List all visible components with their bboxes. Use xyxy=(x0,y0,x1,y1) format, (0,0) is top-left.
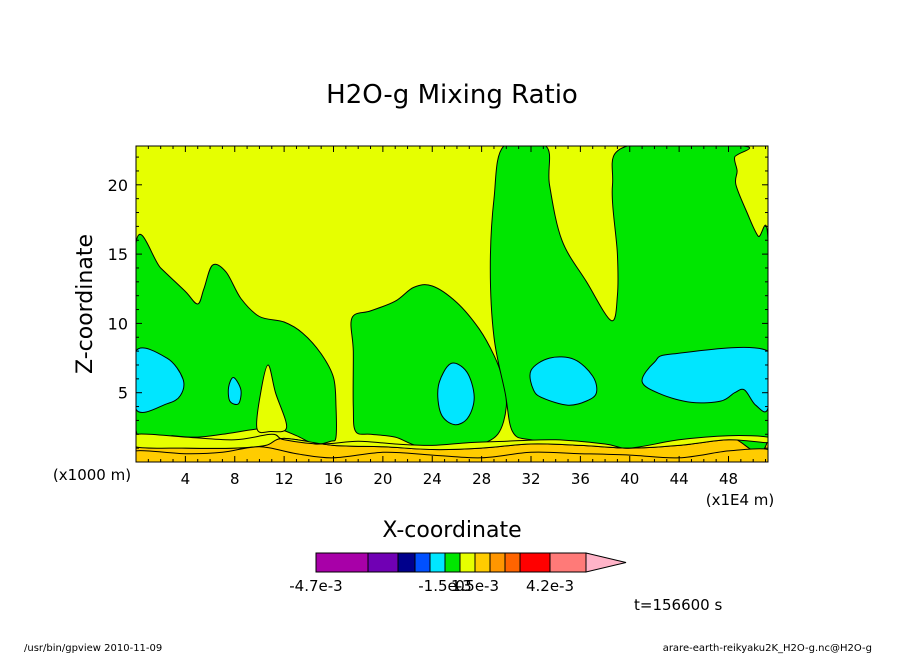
contour-region-small-blob xyxy=(227,377,242,406)
x-tick-label: 12 xyxy=(275,470,294,488)
x-axis: 4 8 12 16 20 24 28 32 36 40 44 48 xyxy=(147,146,767,488)
x-tick-label: 44 xyxy=(670,470,689,488)
colorbar: -4.7e-3 -1.5e-301.5e-3 4.2e-3 xyxy=(289,552,627,595)
colorbar-extend-arrow xyxy=(585,552,627,573)
y-tick-label: 10 xyxy=(108,314,128,333)
y-tick-label: 15 xyxy=(108,245,128,264)
contour-region-left-band xyxy=(136,233,337,447)
colorbar-label: -4.7e-3 xyxy=(289,577,342,595)
colorbar-swatch xyxy=(504,552,521,573)
x-tick-label: 24 xyxy=(423,470,442,488)
x-tick-label: 48 xyxy=(719,470,738,488)
colorbar-swatch xyxy=(315,552,369,573)
colorbar-swatch xyxy=(367,552,399,573)
y-tick-label: 5 xyxy=(118,384,128,403)
colorbar-swatch xyxy=(549,552,587,573)
colorbar-label: -1.5e-3 xyxy=(418,577,471,595)
colorbar-swatch xyxy=(489,552,506,573)
chart-title: H2O-g Mixing Ratio xyxy=(326,80,578,110)
colorbar-swatch xyxy=(397,552,416,573)
contour-region-bottom-band xyxy=(136,446,768,462)
x-tick-label: 32 xyxy=(521,470,540,488)
x-tick-label: 28 xyxy=(472,470,491,488)
colorbar-label: 1.5e-3 xyxy=(451,577,499,595)
contour-region-inner-gap xyxy=(256,364,288,434)
plot-frame xyxy=(135,145,769,463)
x-tick-label: 8 xyxy=(230,470,240,488)
x-unit-left: (x1000 m) xyxy=(53,466,131,484)
x-axis-label: X-coordinate xyxy=(382,518,521,543)
contour-region-left-blob xyxy=(136,347,185,413)
colorbar-swatch xyxy=(519,552,551,573)
footer-right: arare-earth-reikyaku2K_H2O-g.nc@H2O-g xyxy=(663,643,872,654)
colorbar-swatch xyxy=(444,552,461,573)
contour-region-right-center-blob xyxy=(529,356,598,406)
contour-region-right-blob xyxy=(641,346,768,413)
colorbar-swatch xyxy=(429,552,446,573)
colorbar-label: 0 xyxy=(455,577,465,595)
y-axis-label: Z-coordinate xyxy=(73,234,98,374)
colorbar-swatch xyxy=(459,552,476,573)
contour-region-middle-blob xyxy=(437,362,475,426)
x-tick-label: 16 xyxy=(324,470,343,488)
colorbar-label: 4.2e-3 xyxy=(526,577,574,595)
x-unit-right: (x1E4 m) xyxy=(706,491,775,509)
x-tick-label: 36 xyxy=(571,470,590,488)
colorbar-swatch xyxy=(474,552,491,573)
time-label: t=156600 s xyxy=(634,596,722,614)
y-tick-label: 20 xyxy=(108,176,128,195)
y-axis: 5 10 15 20 xyxy=(108,156,768,449)
colorbar-swatch xyxy=(414,552,431,573)
contour-region-right-region xyxy=(489,146,768,453)
x-tick-label: 20 xyxy=(373,470,392,488)
x-tick-label: 4 xyxy=(181,470,191,488)
contour-region-lower-yellow-band xyxy=(136,433,768,451)
footer-left: /usr/bin/gpview 2010-11-09 xyxy=(24,643,162,654)
x-tick-label: 40 xyxy=(620,470,639,488)
